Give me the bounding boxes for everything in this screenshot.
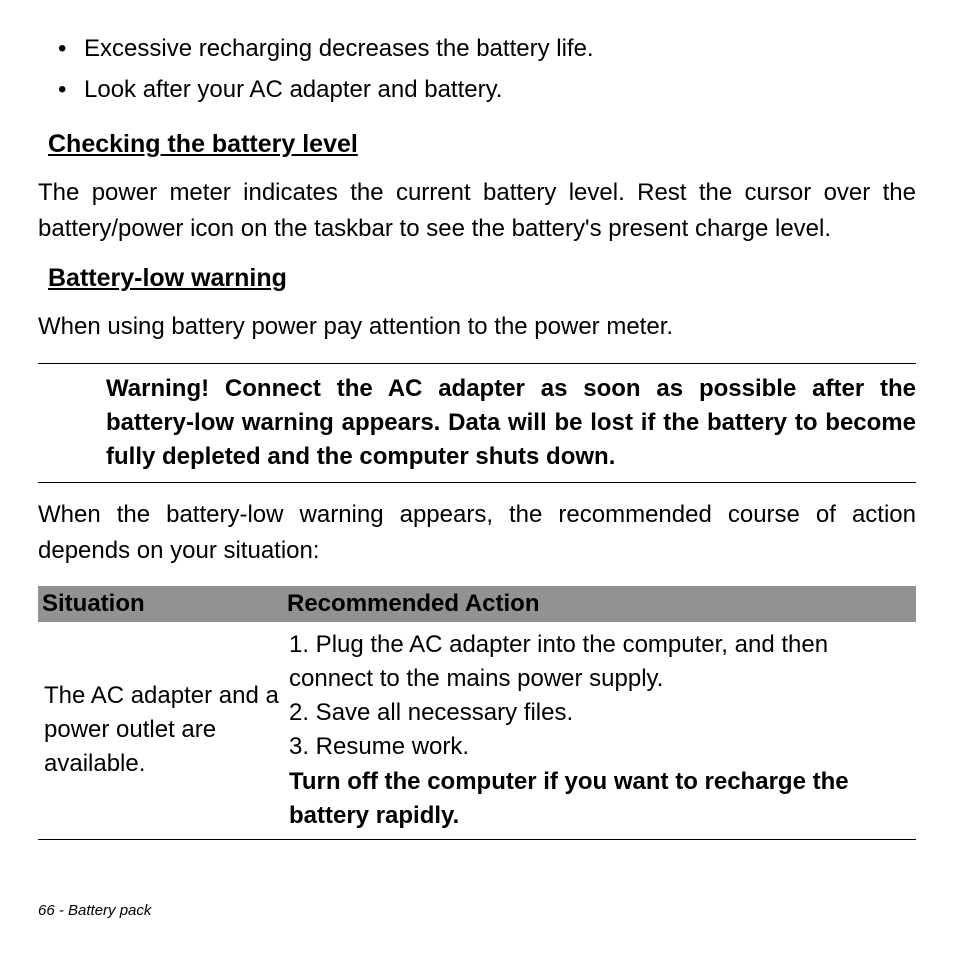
bullet-item: Look after your AC adapter and battery. [38,71,916,108]
section-heading-warning: Battery-low warning [48,264,916,293]
action-line: 1. Plug the AC adapter into the computer… [289,631,828,692]
bullet-item: Excessive recharging decreases the batte… [38,30,916,67]
section-heading-checking: Checking the battery level [48,130,916,159]
situation-table: Situation Recommended Action The AC adap… [38,586,916,839]
table-header-action: Recommended Action [283,586,916,622]
warning-callout: Warning! Connect the AC adapter as soon … [38,363,916,483]
section-body: The power meter indicates the current ba… [38,175,916,246]
cell-situation: The AC adapter and a power outlet are av… [38,622,283,839]
after-warning-text: When the battery-low warning appears, th… [38,497,916,568]
action-line: 3. Resume work. [289,733,469,760]
action-line: 2. Save all necessary files. [289,699,573,726]
bullet-list: Excessive recharging decreases the batte… [38,30,916,108]
table-header-situation: Situation [38,586,283,622]
page-footer: 66 - Battery pack [38,902,916,919]
cell-action: 1. Plug the AC adapter into the computer… [283,622,916,839]
section-body: When using battery power pay attention t… [38,309,916,345]
warning-text: Warning! Connect the AC adapter as soon … [106,372,916,474]
table-row: The AC adapter and a power outlet are av… [38,622,916,839]
action-bold: Turn off the computer if you want to rec… [289,768,849,829]
